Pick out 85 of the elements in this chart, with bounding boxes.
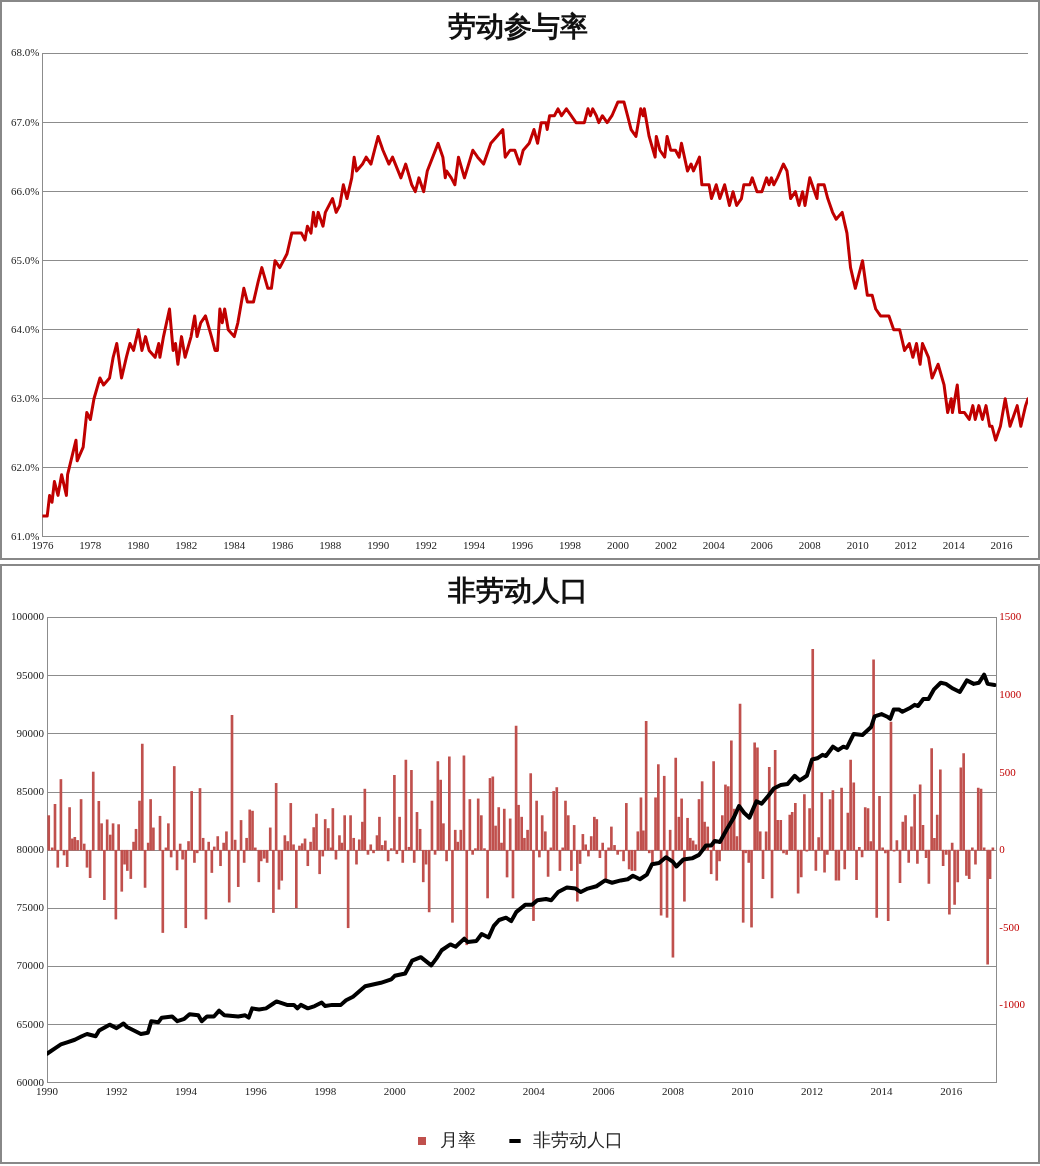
y-tick-label: 100000 bbox=[11, 610, 45, 623]
x-tick-label: 1980 bbox=[127, 539, 150, 552]
y-tick-label: 60000 bbox=[16, 1075, 45, 1088]
legend-label: 月率 bbox=[440, 1129, 476, 1150]
y2-tick-label: -500 bbox=[999, 920, 1020, 933]
y2-tick-label: 0 bbox=[999, 843, 1006, 856]
bar bbox=[149, 799, 152, 851]
x-tick-label: 1998 bbox=[314, 1085, 337, 1098]
y-tick-label: 85000 bbox=[16, 784, 45, 797]
x-tick-label: 2016 bbox=[990, 539, 1014, 552]
x-tick-label: 1990 bbox=[36, 1085, 59, 1098]
x-tick-label: 2016 bbox=[940, 1085, 963, 1098]
y-tick-label: 68.0% bbox=[10, 46, 40, 59]
x-tick-label: 2012 bbox=[801, 1085, 824, 1098]
bar bbox=[263, 849, 266, 859]
x-tick-label: 1992 bbox=[415, 539, 438, 552]
bar bbox=[849, 759, 852, 851]
x-tick-label: 1976 bbox=[31, 539, 54, 552]
bar bbox=[967, 849, 971, 879]
bar bbox=[986, 849, 989, 965]
y-tick-label: 64.0% bbox=[10, 322, 40, 335]
y-tick-label: 62.0% bbox=[10, 460, 40, 473]
x-tick-label: 2010 bbox=[846, 539, 870, 552]
y-tick-label: 65.0% bbox=[10, 253, 40, 266]
bar bbox=[476, 798, 480, 851]
bar bbox=[97, 801, 101, 851]
x-tick-label: 2010 bbox=[731, 1085, 754, 1098]
x-tick-label: 1992 bbox=[105, 1085, 128, 1098]
legend-label: 非劳动人口 bbox=[533, 1129, 623, 1150]
x-tick-label: 1988 bbox=[319, 539, 342, 552]
chart-title: 非劳动人口 bbox=[447, 574, 588, 608]
bar bbox=[251, 810, 254, 851]
chart-title: 劳动参与率 bbox=[448, 10, 588, 44]
x-tick-label: 2006 bbox=[750, 539, 774, 552]
x-tick-label: 1998 bbox=[558, 539, 582, 552]
bar bbox=[257, 849, 261, 883]
x-tick-label: 1996 bbox=[511, 539, 534, 552]
y-tick-label: 75000 bbox=[16, 901, 45, 914]
y-tick-label: 63.0% bbox=[10, 391, 40, 404]
x-tick-label: 2006 bbox=[592, 1085, 615, 1098]
x-tick-label: 1990 bbox=[367, 539, 390, 552]
bar bbox=[552, 791, 555, 851]
bar bbox=[610, 826, 613, 851]
y-tick-label: 70000 bbox=[16, 959, 45, 972]
bar bbox=[378, 816, 381, 851]
x-tick-label: 1994 bbox=[463, 539, 486, 552]
y-tick-label: 80000 bbox=[16, 843, 45, 856]
x-tick-label: 2004 bbox=[522, 1085, 546, 1098]
y-tick-label: 67.0% bbox=[10, 115, 40, 128]
bar bbox=[369, 844, 373, 851]
bar bbox=[289, 803, 293, 851]
x-tick-label: 2014 bbox=[870, 1085, 894, 1098]
x-tick-label: 1994 bbox=[175, 1085, 198, 1098]
x-tick-label: 1978 bbox=[79, 539, 102, 552]
x-tick-label: 1986 bbox=[271, 539, 294, 552]
bar bbox=[248, 809, 252, 851]
bar bbox=[393, 774, 396, 851]
x-tick-label: 1996 bbox=[244, 1085, 268, 1098]
bar bbox=[756, 747, 759, 851]
x-tick-label: 2008 bbox=[661, 1085, 685, 1098]
y2-tick-label: -1000 bbox=[999, 998, 1026, 1011]
bar bbox=[564, 800, 567, 851]
y-tick-label: 61.0% bbox=[10, 529, 40, 542]
y2-tick-label: 1000 bbox=[999, 688, 1022, 701]
x-tick-label: 2008 bbox=[798, 539, 822, 552]
bar bbox=[779, 820, 783, 851]
y-tick-label: 90000 bbox=[16, 726, 45, 739]
x-tick-label: 2000 bbox=[383, 1085, 407, 1098]
x-tick-label: 2002 bbox=[453, 1085, 476, 1098]
x-tick-label: 2000 bbox=[606, 539, 630, 552]
bar bbox=[47, 815, 51, 851]
bar bbox=[300, 843, 304, 851]
x-tick-label: 2004 bbox=[702, 539, 726, 552]
x-tick-label: 2012 bbox=[894, 539, 917, 552]
x-tick-label: 2014 bbox=[942, 539, 966, 552]
x-tick-label: 2002 bbox=[654, 539, 677, 552]
y2-tick-label: 1500 bbox=[999, 610, 1022, 623]
bar bbox=[497, 807, 501, 851]
y-tick-label: 95000 bbox=[16, 668, 45, 681]
bar bbox=[730, 740, 733, 851]
y2-tick-label: 500 bbox=[999, 765, 1017, 778]
y-tick-label: 65000 bbox=[16, 1017, 45, 1030]
x-tick-label: 1984 bbox=[223, 539, 246, 552]
y-tick-label: 66.0% bbox=[10, 184, 40, 197]
x-tick-label: 1982 bbox=[175, 539, 198, 552]
